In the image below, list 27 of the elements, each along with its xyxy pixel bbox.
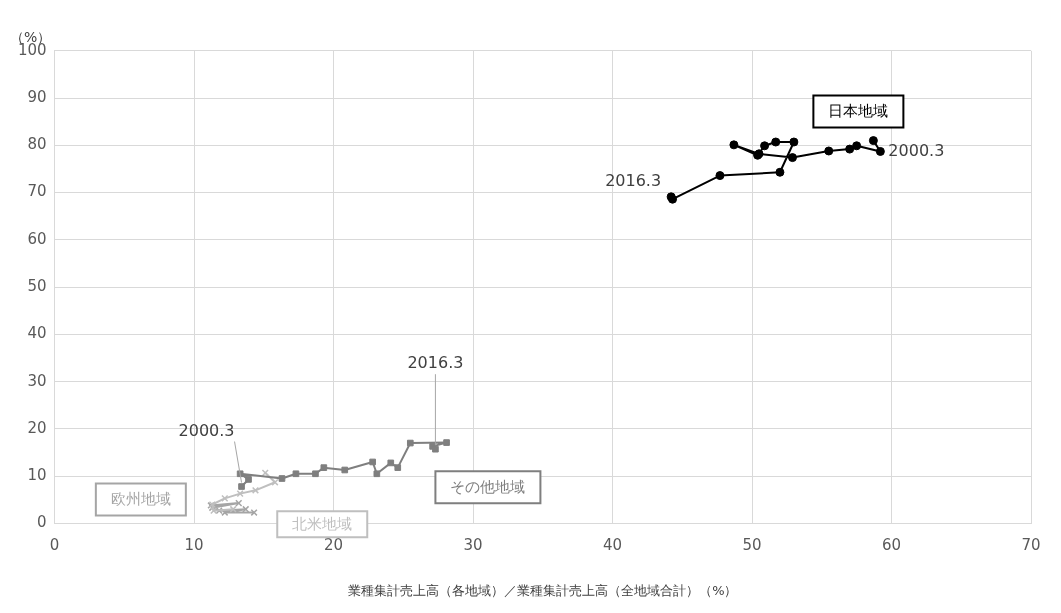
text: 北米地域 xyxy=(292,515,353,534)
y-tick-label: 0 xyxy=(37,513,47,532)
annotation: 2016.3 xyxy=(605,170,662,190)
y-tick-label: 10 xyxy=(27,466,47,485)
y-tick-label: 30 xyxy=(27,371,47,390)
x-tick-label: 10 xyxy=(184,536,204,555)
annotation: 2000.3 xyxy=(178,420,235,440)
x-tick-label: 30 xyxy=(463,536,483,555)
x-tick-label: 60 xyxy=(881,536,902,555)
annotation: 2000.3 xyxy=(888,140,945,160)
x-tick-label: 20 xyxy=(324,536,344,555)
series-label: その他地域 xyxy=(450,478,526,497)
x-tick-label: 40 xyxy=(603,536,623,555)
y-tick-label: 40 xyxy=(27,324,47,343)
x-axis-title: 業種集計売上高（各地域）／業種集計売上高（全地域合計）（%） xyxy=(348,582,738,598)
y-tick-label: 90 xyxy=(27,87,47,106)
x-tick-label: 70 xyxy=(1021,536,1041,555)
y-tick-label: 50 xyxy=(27,276,47,295)
y-tick-label: 60 xyxy=(27,229,47,248)
x-tick-label: 50 xyxy=(742,536,762,555)
y-tick-label: 80 xyxy=(27,135,47,154)
y-tick-label: 20 xyxy=(27,418,47,437)
annotation: 2016.3 xyxy=(407,353,464,373)
y-tick-label: 70 xyxy=(27,182,47,201)
x-tick-label: 0 xyxy=(49,536,60,555)
series-label: 日本地域 xyxy=(828,102,889,121)
text: 欧州地域 xyxy=(110,490,171,509)
